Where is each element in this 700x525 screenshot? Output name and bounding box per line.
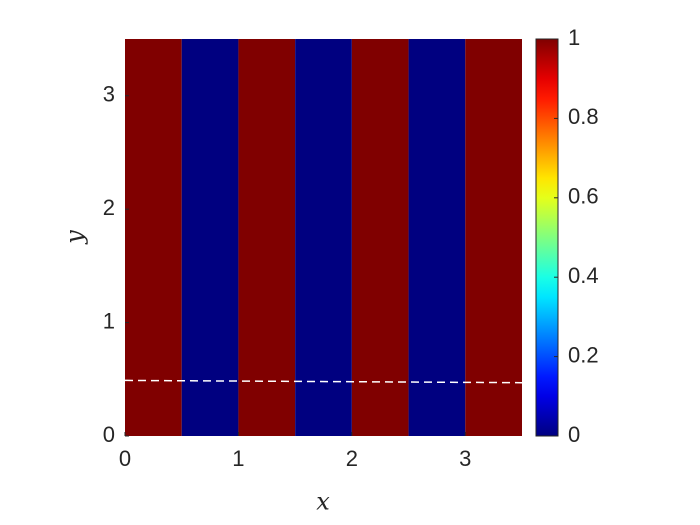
colorbar-tick-label: 0.8	[568, 104, 599, 129]
y-tick-label: 3	[103, 82, 115, 107]
x-tick-label: 2	[346, 446, 358, 471]
x-axis-label: x	[316, 488, 330, 516]
heat-cell	[125, 39, 182, 436]
heat-cell	[351, 39, 409, 436]
colorbar-tick-label: 0	[568, 422, 580, 447]
heat-cell	[408, 39, 466, 436]
y-tick-label: 1	[103, 308, 115, 333]
colorbar-tick-label: 0.2	[568, 342, 599, 367]
heat-cell	[238, 39, 296, 436]
heat-cell	[295, 39, 352, 436]
y-tick-label: 0	[103, 422, 115, 447]
heat-cell	[181, 39, 239, 436]
x-tick-label: 1	[232, 446, 244, 471]
colorbar-tick-label: 1	[568, 25, 580, 50]
colorbar-tick-label: 0.6	[568, 184, 599, 209]
heat-cell	[465, 39, 522, 436]
colorbar	[535, 38, 559, 437]
y-tick-label: 2	[103, 195, 115, 220]
x-tick-label: 0	[119, 446, 131, 471]
x-tick-label: 3	[459, 446, 471, 471]
colorbar-tick-label: 0.4	[568, 263, 599, 288]
dashed-line	[124, 379, 523, 384]
y-axis-label: y	[61, 230, 89, 245]
